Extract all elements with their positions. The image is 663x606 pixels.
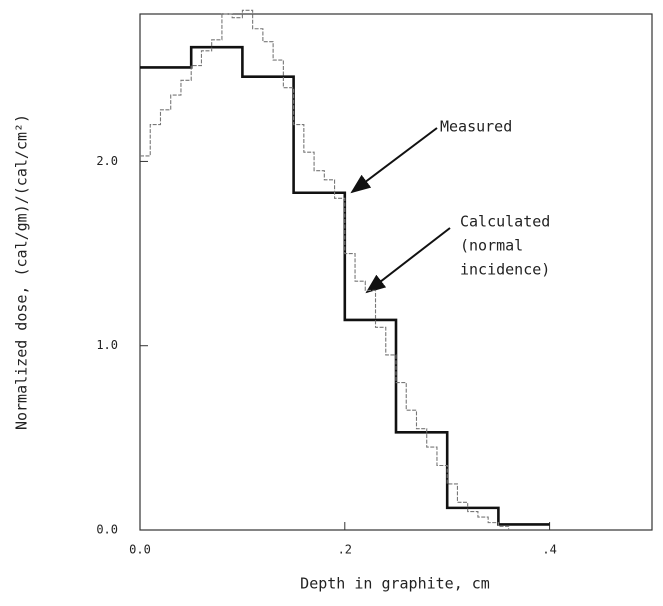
arrow: [365, 227, 451, 294]
arrow: [350, 127, 438, 194]
annotation: incidence): [460, 261, 550, 279]
y-axis-label: Normalized dose, (cal/gm)/(cal/cm²): [13, 114, 31, 430]
x-tick-label: .2: [338, 543, 352, 557]
x-tick-label: 0.0: [129, 543, 151, 557]
x-axis-label: Depth in graphite, cm: [300, 575, 490, 593]
step-line: [140, 45, 550, 526]
y-tick-label: 1.0: [96, 338, 118, 352]
annotation: (normal: [460, 237, 523, 255]
x-tick-label: .4: [542, 543, 556, 557]
y-tick-label: 0.0: [96, 523, 118, 537]
annotation: Measured: [440, 118, 512, 136]
plot-frame: [139, 13, 653, 531]
step-line: [140, 9, 510, 530]
y-tick-label: 2.0: [96, 154, 118, 168]
annotation: Calculated: [460, 213, 550, 231]
